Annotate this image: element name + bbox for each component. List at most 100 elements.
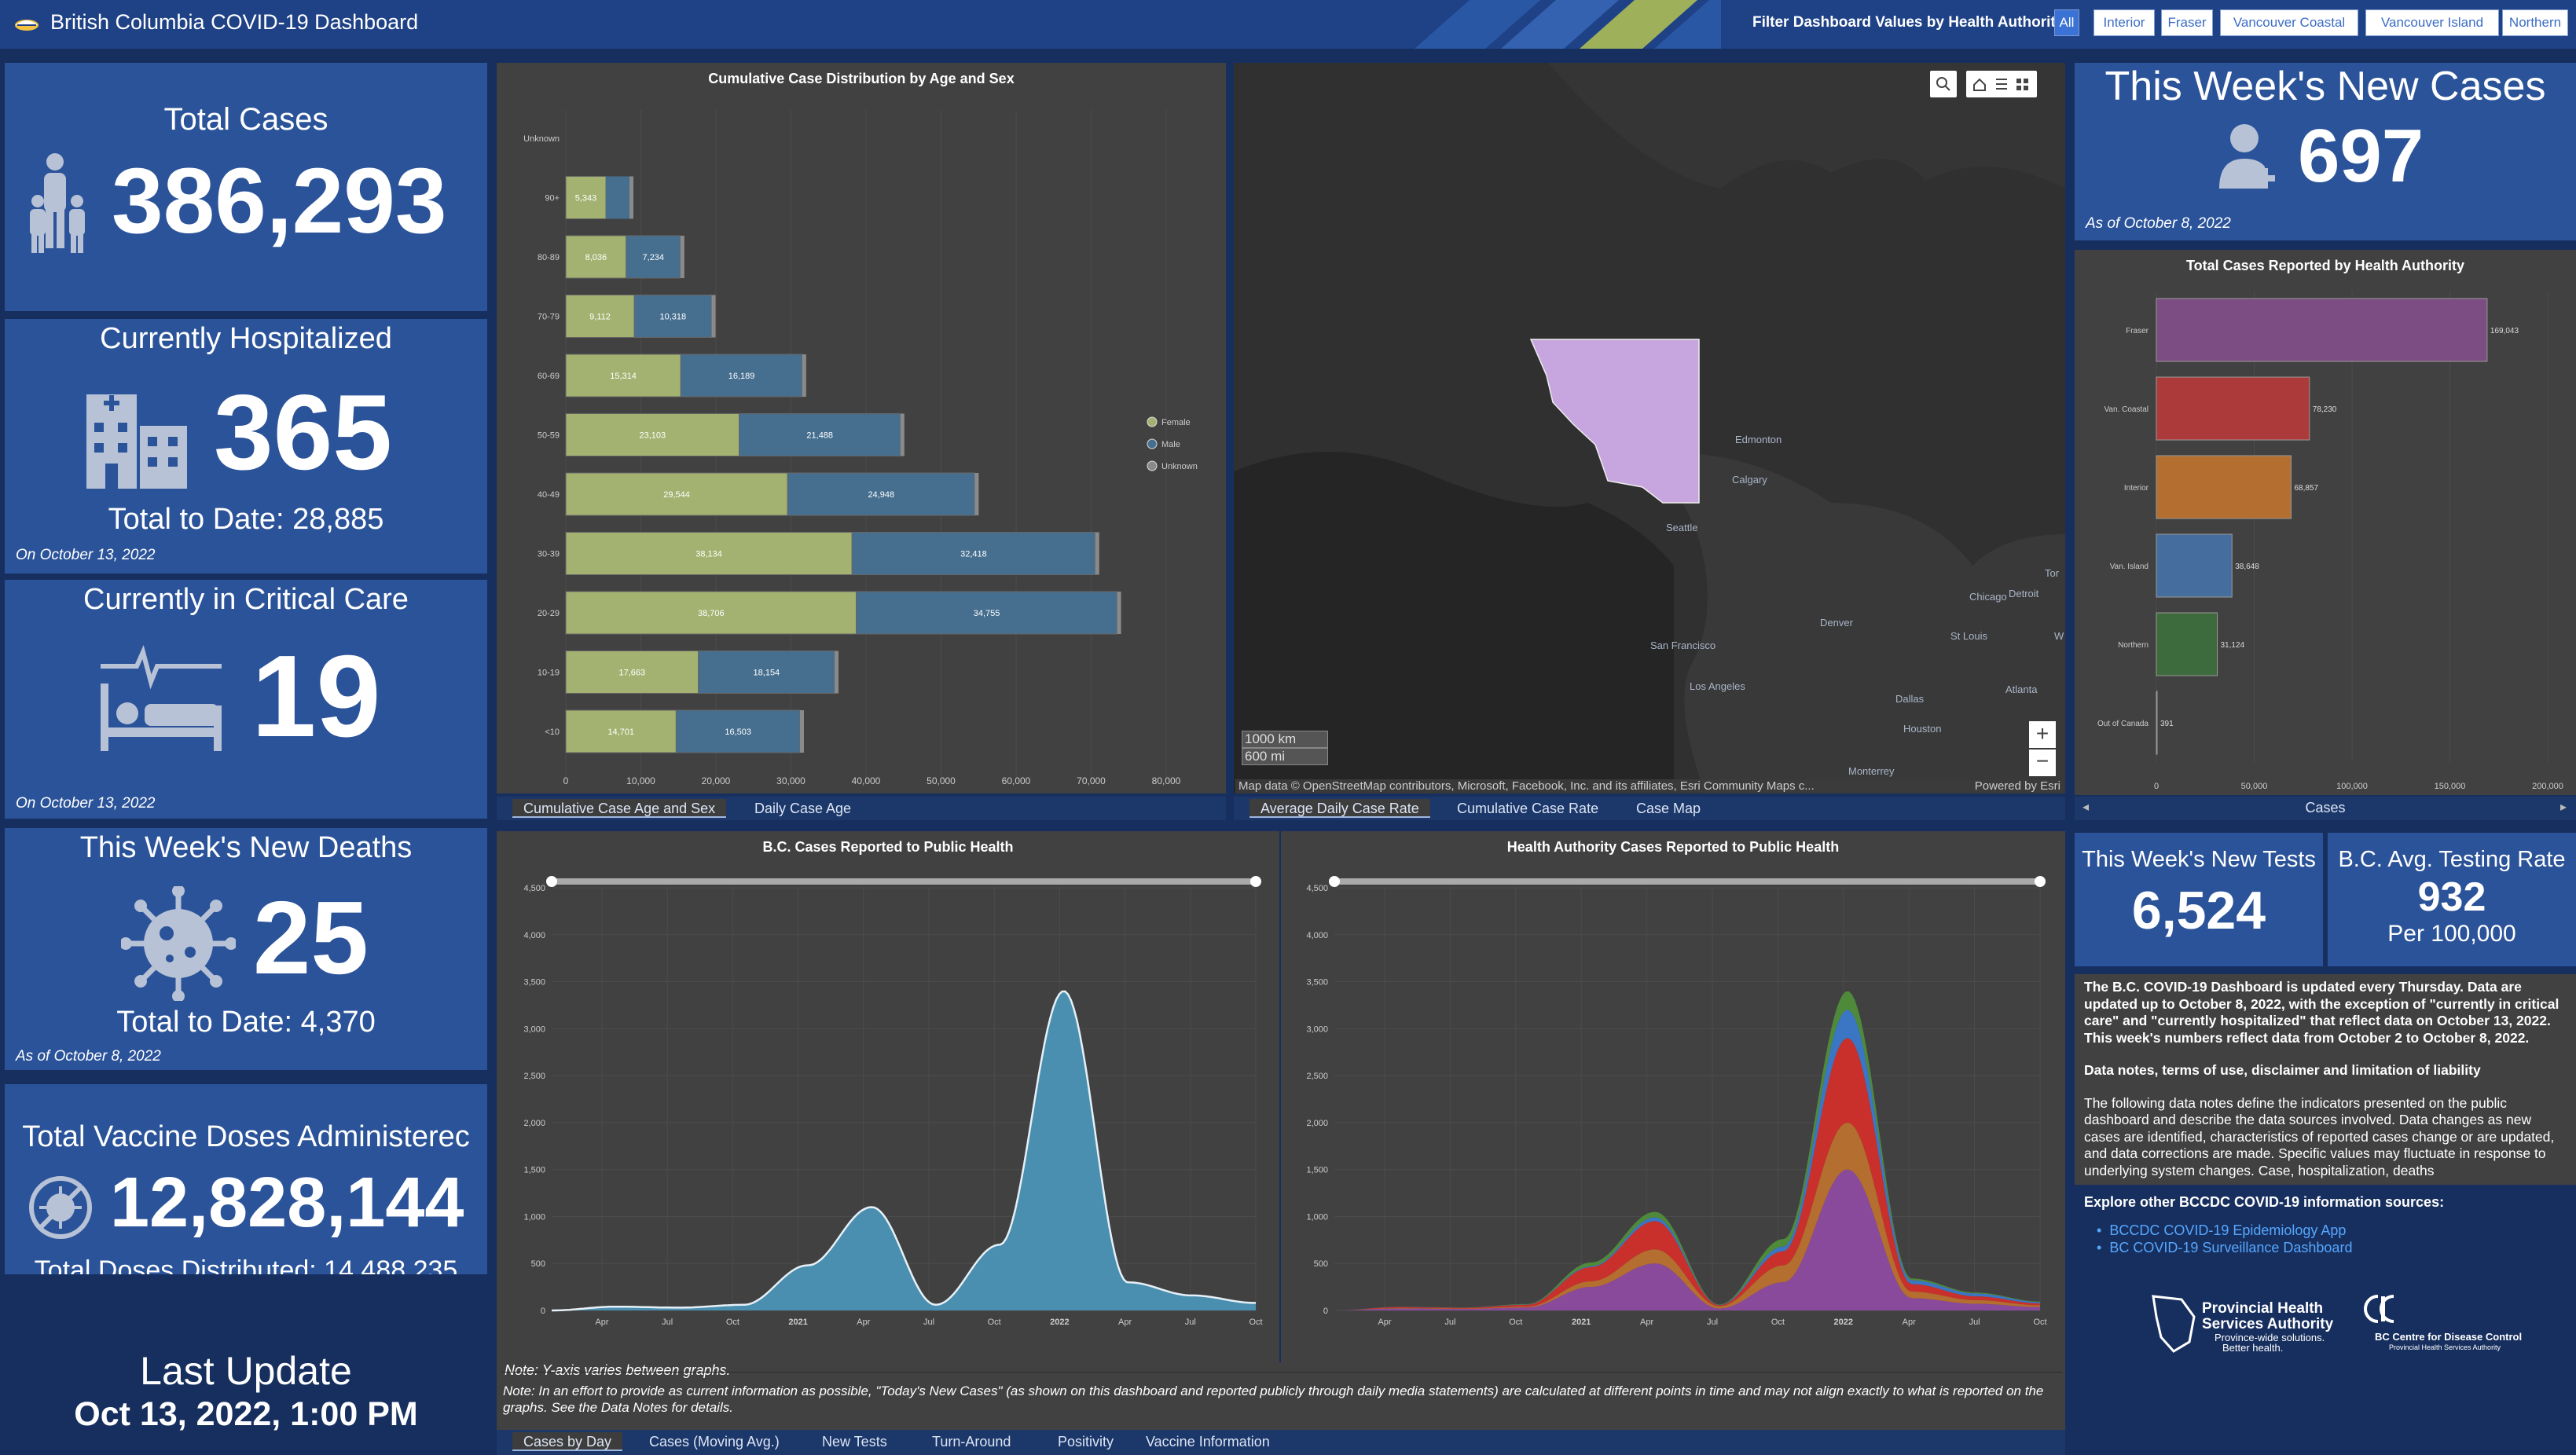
x-tick-label: Oct bbox=[1249, 1318, 1262, 1327]
x-tick-label: 150,000 bbox=[2435, 782, 2466, 791]
epidemiology-app-link[interactable]: BCCDC COVID-19 Epidemiology App bbox=[2109, 1222, 2347, 1238]
vaccine-distributed: Total Doses Distributed: 14,488,235 bbox=[34, 1255, 458, 1274]
filter-interior-button[interactable]: Interior bbox=[2093, 9, 2155, 36]
filter-vancouver-island-button[interactable]: Vancouver Island bbox=[2365, 9, 2499, 36]
bar-male bbox=[675, 709, 801, 753]
last-update-card: Last Update Oct 13, 2022, 1:00 PM bbox=[5, 1342, 487, 1444]
legend-label: Female bbox=[1161, 418, 1191, 427]
age-sex-chart[interactable]: 0 10,000 20,000 30,000 40,000 50,000 60,000 70,… bbox=[497, 63, 1226, 793]
y-tick-label: 3,500 bbox=[523, 978, 545, 988]
x-tick-label: Apr bbox=[1640, 1318, 1653, 1327]
filter-northern-button[interactable]: Northern bbox=[2502, 9, 2568, 36]
bottom-tabbar: Cases by Day Cases (Moving Avg.) New Tes… bbox=[497, 1430, 2065, 1455]
map-scale-mi: 600 mi bbox=[1242, 748, 1328, 765]
bar-female bbox=[565, 354, 681, 398]
bc-cases-chart[interactable]: 0 500 1,000 1,500 2,000 2,500 3,000 3,500 4,000 4… bbox=[497, 831, 1279, 1362]
bccdc-logo: BC Centre for Disease Control Provincial… bbox=[2354, 1293, 2522, 1356]
hospital-icon bbox=[86, 394, 187, 489]
scroll-left-icon[interactable]: ◂ bbox=[2082, 801, 2090, 814]
x-tick-label: Apr bbox=[595, 1318, 608, 1327]
tab-cumulative-case-rate[interactable]: Cumulative Case Rate bbox=[1457, 801, 1599, 816]
x-tick-label: 10,000 bbox=[626, 775, 655, 786]
map-search-button[interactable] bbox=[1930, 71, 1957, 97]
bc-region-shape[interactable] bbox=[1529, 339, 1700, 504]
bar-value-label: 8,036 bbox=[585, 253, 607, 262]
bc-cases-chart-panel: B.C. Cases Reported to Public Health 0 50… bbox=[497, 831, 1279, 1362]
surveillance-dashboard-link[interactable]: BC COVID-19 Surveillance Dashboard bbox=[2109, 1240, 2353, 1255]
deaths-card: This Week's New Deaths 25 Total to Date:… bbox=[5, 828, 487, 1070]
tab-daily-case-age[interactable]: Daily Case Age bbox=[754, 801, 852, 816]
bar-value-label: 16,503 bbox=[725, 728, 751, 737]
y-tick-label: Out of Canada bbox=[2097, 720, 2149, 728]
bar-value-label: 32,418 bbox=[960, 550, 987, 559]
bar-unknown bbox=[974, 473, 979, 515]
tab-cases-moving-avg[interactable]: Cases (Moving Avg.) bbox=[649, 1434, 780, 1450]
filter-vancouver-coastal-button[interactable]: Vancouver Coastal bbox=[2220, 9, 2358, 36]
x-tick-label: Apr bbox=[1378, 1318, 1391, 1327]
y-tick-label: 60-69 bbox=[538, 372, 560, 381]
map-toolbar[interactable] bbox=[1966, 71, 2037, 97]
bar-unknown bbox=[1095, 532, 1099, 575]
area-fraser bbox=[1334, 1169, 2040, 1310]
critical-care-date: On October 13, 2022 bbox=[16, 795, 156, 812]
bar-male bbox=[633, 295, 713, 338]
bar-female bbox=[565, 709, 677, 753]
area-interior bbox=[1334, 1123, 2040, 1310]
y-tick-label: 70-79 bbox=[538, 313, 560, 322]
info-text-panel[interactable]: The B.C. COVID-19 Dashboard is updated e… bbox=[2075, 974, 2576, 1185]
bar-female bbox=[565, 235, 627, 279]
bar-female bbox=[565, 472, 788, 516]
bar-male bbox=[856, 591, 1118, 635]
tab-turn-around[interactable]: Turn-Around bbox=[932, 1434, 1011, 1450]
bar-out-of-canada bbox=[2156, 691, 2158, 755]
bar-value-label: 391 bbox=[2160, 720, 2174, 728]
time-slider-start-handle bbox=[546, 876, 557, 887]
legend-swatch bbox=[1147, 438, 1158, 449]
health-authority-chart[interactable]: 0 50,000 100,000 150,000 200,000 Fraser 169,04… bbox=[2075, 250, 2576, 795]
map-panel[interactable]: Edmonton Calgary Seattle San Francisco L… bbox=[1234, 63, 2065, 793]
notes-panel: Note: Y-axis varies between graphs. Note… bbox=[497, 1362, 2065, 1438]
bar-male bbox=[739, 413, 901, 456]
bar-value-label: 38,134 bbox=[695, 550, 722, 559]
y-tick-label: 3,000 bbox=[1306, 1024, 1328, 1034]
x-tick-label: Oct bbox=[726, 1318, 739, 1327]
x-tick-label: Jul bbox=[662, 1318, 673, 1327]
tab-positivity[interactable]: Positivity bbox=[1058, 1434, 1114, 1450]
filter-fraser-button[interactable]: Fraser bbox=[2161, 9, 2213, 36]
hospitalized-card: Currently Hospitalized 365 Total to Date… bbox=[5, 319, 487, 574]
bar-value-label: 78,230 bbox=[2313, 405, 2337, 414]
testing-rate-label: B.C. Avg. Testing Rate bbox=[2338, 847, 2566, 872]
y-tick-label: Interior bbox=[2124, 484, 2149, 493]
bar-value-label: 10,318 bbox=[659, 313, 686, 322]
tab-case-map[interactable]: Case Map bbox=[1636, 801, 1701, 816]
map-label-los-angeles: Los Angeles bbox=[1690, 680, 1745, 692]
scroll-right-icon[interactable]: ▸ bbox=[2560, 801, 2567, 814]
map-scale-km: 1000 km bbox=[1242, 731, 1328, 748]
explore-links: Explore other BCCDC COVID-19 information… bbox=[2075, 1185, 2576, 1256]
tab-vaccine-information[interactable]: Vaccine Information bbox=[1146, 1434, 1270, 1450]
zoom-in-button[interactable]: + bbox=[2029, 721, 2056, 748]
tab-average-daily-case-rate[interactable]: Average Daily Case Rate bbox=[1249, 799, 1430, 818]
bar-unknown bbox=[799, 710, 804, 753]
tab-cases-by-day[interactable]: Cases by Day bbox=[512, 1432, 623, 1451]
bar-northern bbox=[2156, 612, 2218, 676]
tab-cumulative-case-age-sex[interactable]: Cumulative Case Age and Sex bbox=[512, 799, 727, 818]
tab-new-tests[interactable]: New Tests bbox=[822, 1434, 887, 1450]
people-icon bbox=[30, 153, 85, 253]
x-tick-label: Oct bbox=[988, 1318, 1001, 1327]
new-cases-date: As of October 8, 2022 bbox=[2086, 215, 2231, 232]
bar-unknown bbox=[835, 651, 839, 694]
y-tick-label: 40-49 bbox=[538, 490, 560, 500]
no-virus-icon bbox=[29, 1176, 92, 1239]
bar-unknown bbox=[711, 295, 716, 338]
y-tick-label: Van. Island bbox=[2110, 563, 2149, 571]
x-tick-label: Jul bbox=[1707, 1318, 1718, 1327]
powered-by-esri[interactable]: Powered by Esri bbox=[1974, 779, 2060, 793]
y-tick-label: 4,000 bbox=[1306, 931, 1328, 940]
map-label-st-louis: St Louis bbox=[1950, 630, 1987, 642]
zoom-out-button[interactable]: − bbox=[2029, 749, 2056, 776]
bar-value-label: 17,663 bbox=[619, 669, 646, 678]
ha-cases-chart[interactable]: 0 500 1,000 1,500 2,000 2,500 3,000 3,500 4,000 4… bbox=[1281, 831, 2065, 1362]
filter-all-button[interactable]: All bbox=[2054, 9, 2079, 36]
map-canvas[interactable]: Edmonton Calgary Seattle San Francisco L… bbox=[1234, 63, 2065, 793]
